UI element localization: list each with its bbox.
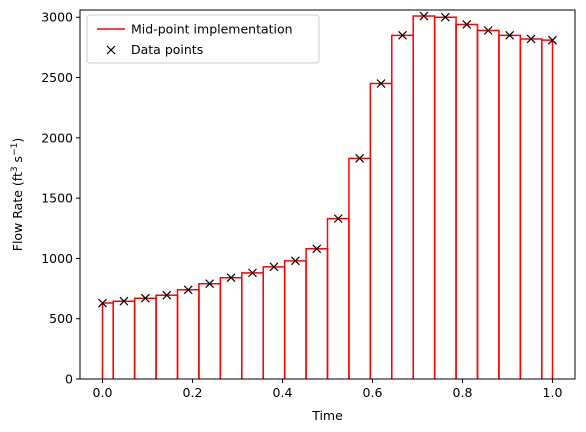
data-point-marker (526, 34, 536, 44)
data-point-marker (548, 35, 557, 45)
marker-stroke (290, 256, 300, 266)
data-point-marker (440, 12, 450, 22)
x-tick-label: 0.8 (453, 385, 473, 400)
y-tick-label: 1500 (41, 191, 73, 206)
data-point-marker (483, 26, 493, 35)
marker-stroke (205, 279, 215, 289)
y-axis-label-middle: s (10, 156, 25, 167)
legend-marker-swatch (106, 45, 116, 55)
y-axis-label-main: Flow Rate (ft (10, 172, 25, 251)
data-point-marker (226, 273, 236, 283)
data-point-marker (419, 11, 429, 21)
x-tick-label: 0.4 (273, 385, 293, 400)
x-tick-label: 0.0 (93, 385, 113, 400)
x-tick-label: 1.0 (543, 385, 563, 400)
marker-stroke (548, 35, 557, 45)
x-tick-label: 0.6 (363, 385, 383, 400)
data-point-marker (505, 30, 515, 40)
y-tick-label: 0 (65, 372, 73, 387)
y-tick-label: 3000 (41, 10, 73, 25)
marker-stroke (269, 262, 279, 272)
plot-area (98, 11, 557, 379)
midpoint-step-bar (541, 39, 554, 379)
marker-stroke (312, 244, 322, 254)
marker-stroke (398, 30, 407, 40)
marker-stroke (140, 293, 150, 303)
marker-stroke (226, 273, 236, 283)
legend: Mid-point implementation Data points (86, 14, 320, 64)
x-tick-label: 0.2 (183, 385, 203, 400)
data-point-marker (398, 30, 407, 40)
data-point-marker (269, 262, 279, 272)
marker-stroke (248, 268, 257, 278)
y-axis-ticks: 0 500 1000 1500 2000 2500 3000 (41, 10, 80, 387)
marker-stroke (119, 296, 129, 306)
marker-stroke (462, 20, 472, 29)
marker-stroke (376, 79, 386, 88)
marker-stroke (440, 12, 450, 22)
data-point-marker (290, 256, 300, 266)
y-tick-label: 1000 (41, 251, 73, 266)
data-point-marker (333, 214, 343, 224)
x-axis-ticks: 0.0 0.2 0.4 0.6 0.8 1.0 (93, 379, 563, 400)
y-tick-label: 500 (49, 311, 73, 326)
data-point-marker (140, 293, 150, 303)
data-point-marker (162, 290, 172, 300)
data-point-marker (205, 279, 215, 289)
legend-marker-stroke (106, 45, 116, 55)
y-axis-label-exponent-1: 3 (10, 166, 20, 172)
legend-label-midpoint: Mid-point implementation (131, 22, 293, 37)
marker-stroke (505, 30, 515, 40)
marker-stroke (526, 34, 536, 44)
y-tick-label: 2000 (41, 130, 73, 145)
data-point-marker (355, 153, 365, 163)
data-point-markers (98, 11, 557, 308)
data-point-marker (98, 298, 107, 308)
data-point-marker (312, 244, 322, 254)
marker-stroke (162, 290, 172, 300)
y-axis-label: Flow Rate (ft3 s−1) (10, 138, 25, 252)
data-point-marker (248, 268, 257, 278)
legend-label-data-points: Data points (131, 42, 203, 57)
y-axis-label-close: ) (10, 138, 25, 143)
data-point-marker (376, 79, 386, 88)
data-point-marker (462, 20, 472, 29)
data-point-marker (119, 296, 129, 306)
marker-stroke (483, 26, 493, 35)
legend-box (86, 14, 320, 64)
marker-stroke (419, 11, 429, 21)
marker-stroke (183, 285, 193, 295)
marker-stroke (355, 153, 365, 163)
axes-frame (79, 9, 576, 380)
data-point-marker (183, 285, 193, 295)
x-axis-label: Time (311, 408, 343, 423)
y-axis-label-exponent-2: −1 (10, 143, 20, 156)
y-tick-label: 2500 (41, 70, 73, 85)
marker-stroke (333, 214, 343, 224)
marker-stroke (98, 298, 107, 308)
